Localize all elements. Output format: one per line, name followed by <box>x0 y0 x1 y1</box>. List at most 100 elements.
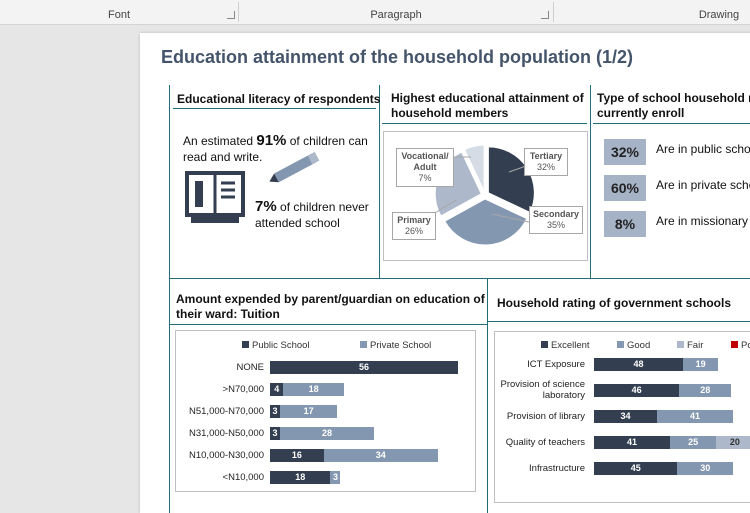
legend-swatch <box>360 341 367 348</box>
frame-line <box>169 324 487 325</box>
literacy-text: An estimated <box>183 134 257 148</box>
pie-label-text: Vocational/ <box>401 151 449 161</box>
bar-excellent: 46 <box>594 384 680 397</box>
bar-public-school: 16 <box>270 449 324 462</box>
paragraph-dialog-launcher-icon[interactable] <box>541 11 549 19</box>
open-book-icon <box>185 171 245 223</box>
ribbon-bar: Font Paragraph Drawing <box>0 0 750 25</box>
frame-line <box>487 321 750 322</box>
ribbon-group-font: Font <box>107 9 130 21</box>
pie-label-secondary: Secondary 35% <box>529 206 583 234</box>
bar-private-school: 28 <box>280 427 375 440</box>
legend-label: Po <box>741 340 750 351</box>
tuition-chart-frame: Public School Private School NONE 56 >N70,… <box>175 330 476 492</box>
frame-line <box>379 85 380 278</box>
category-label: N31,000-N50,000 <box>189 427 264 439</box>
school-type-heading-line-1: Type of school household me <box>597 91 750 105</box>
legend-label: Excellent <box>551 340 590 351</box>
bar-public-school: 4 <box>270 383 284 396</box>
category-label: ICT Exposure <box>527 358 585 370</box>
ribbon-group-paragraph: Paragraph <box>370 9 422 21</box>
literacy-text: of children can <box>286 134 368 148</box>
literacy-line-1: An estimated 91% of children can <box>183 133 368 149</box>
tuition-heading-line-2: their ward: Tuition <box>176 307 280 321</box>
pie-label-pct: 26% <box>404 226 423 236</box>
legend-swatch <box>242 341 249 348</box>
private-school-text: Are in private scho <box>656 178 750 192</box>
literacy-text: of children never <box>276 200 369 214</box>
pie-label-text: Secondary <box>533 209 580 219</box>
heading-underline <box>382 123 587 124</box>
bar-public-school: 56 <box>270 361 458 374</box>
legend-swatch <box>677 341 684 348</box>
pie-label-text: Tertiary <box>529 151 563 161</box>
category-label: Infrastructure <box>529 462 585 474</box>
missionary-school-pct-badge: 8% <box>604 211 646 237</box>
attainment-heading-line-2: household members <box>391 106 509 120</box>
legend-swatch <box>541 341 548 348</box>
bar-private-school: 3 <box>330 471 341 484</box>
leader-line <box>508 165 527 173</box>
pie-label-text: Adult <box>413 162 437 172</box>
pie-label-tertiary: Tertiary 32% <box>524 148 568 176</box>
legend-fair: Fair <box>677 340 703 351</box>
category-label: Quality of teachers <box>505 436 585 448</box>
bar-excellent: 45 <box>594 462 678 475</box>
heading-underline <box>173 108 376 109</box>
bar-excellent: 34 <box>594 410 658 423</box>
pie-label-vocational: Vocational/ Adult 7% <box>396 148 454 187</box>
literacy-heading: Educational literacy of respondents <box>177 92 381 106</box>
legend-good: Good <box>617 340 650 351</box>
legend-label: Good <box>627 340 651 351</box>
page-title: Education attainment of the household po… <box>161 47 633 67</box>
pencil-icon <box>269 151 320 183</box>
frame-line <box>487 278 488 513</box>
category-label: N51,000-N70,000 <box>189 405 264 417</box>
bar-fair: 20 <box>716 436 750 449</box>
bar-good: 19 <box>683 358 719 371</box>
pie-label-pct: 32% <box>536 162 555 172</box>
bar-good: 41 <box>657 410 734 423</box>
bar-private-school: 18 <box>283 383 344 396</box>
pie-label-text: Primary <box>397 215 431 225</box>
bar-private-school: 17 <box>280 405 338 418</box>
tuition-heading-line-1: Amount expended by parent/guardian on ed… <box>176 292 485 306</box>
category-label: Provision of library <box>506 410 585 422</box>
font-dialog-launcher-icon[interactable] <box>227 11 235 19</box>
literacy-line-3: 7% of children never <box>255 199 369 215</box>
category-label: Provision of science laboratory <box>500 379 585 401</box>
literacy-never-pct: 7% <box>255 198 277 215</box>
attainment-heading-line-1: Highest educational attainment of <box>391 91 584 105</box>
literacy-line-2: read and write. <box>183 150 263 164</box>
pie-label-primary: Primary 26% <box>392 212 436 240</box>
rating-heading: Household rating of government schools <box>497 296 732 310</box>
legend-public-school: Public School <box>242 340 310 351</box>
bar-good: 30 <box>677 462 734 475</box>
legend-swatch <box>731 341 738 348</box>
bar-public-school: 18 <box>270 471 331 484</box>
bar-excellent: 41 <box>594 436 671 449</box>
category-label: NONE <box>236 361 264 373</box>
bar-public-school: 3 <box>270 427 281 440</box>
pie-chart-frame: Tertiary 32% Secondary 35% Primary 26% V… <box>383 131 588 261</box>
literacy-read-pct: 91% <box>256 132 287 149</box>
school-type-heading-line-2: currently enroll <box>597 106 685 120</box>
pie-label-pct: 35% <box>546 220 565 230</box>
missionary-school-text: Are in missionary s <box>656 214 750 228</box>
frame-line <box>169 85 170 513</box>
rating-chart-frame: Excellent Good Fair Po ICT Exposure 48 19 P… <box>494 331 750 503</box>
category-label: N10,000-N30,000 <box>189 449 264 461</box>
document-page[interactable]: Education attainment of the household po… <box>140 33 750 513</box>
legend-swatch <box>617 341 624 348</box>
legend-excellent: Excellent <box>541 340 590 351</box>
leader-line <box>491 213 530 223</box>
ribbon-separator <box>553 2 554 22</box>
literacy-line-4: attended school <box>255 216 340 230</box>
bar-excellent: 48 <box>594 358 683 371</box>
pie-label-pct: 7% <box>418 173 432 183</box>
category-label: <N10,000 <box>222 471 264 483</box>
bar-private-school: 34 <box>323 449 438 462</box>
ribbon-separator <box>238 2 239 22</box>
frame-line <box>169 278 750 279</box>
bar-public-school: 3 <box>270 405 281 418</box>
